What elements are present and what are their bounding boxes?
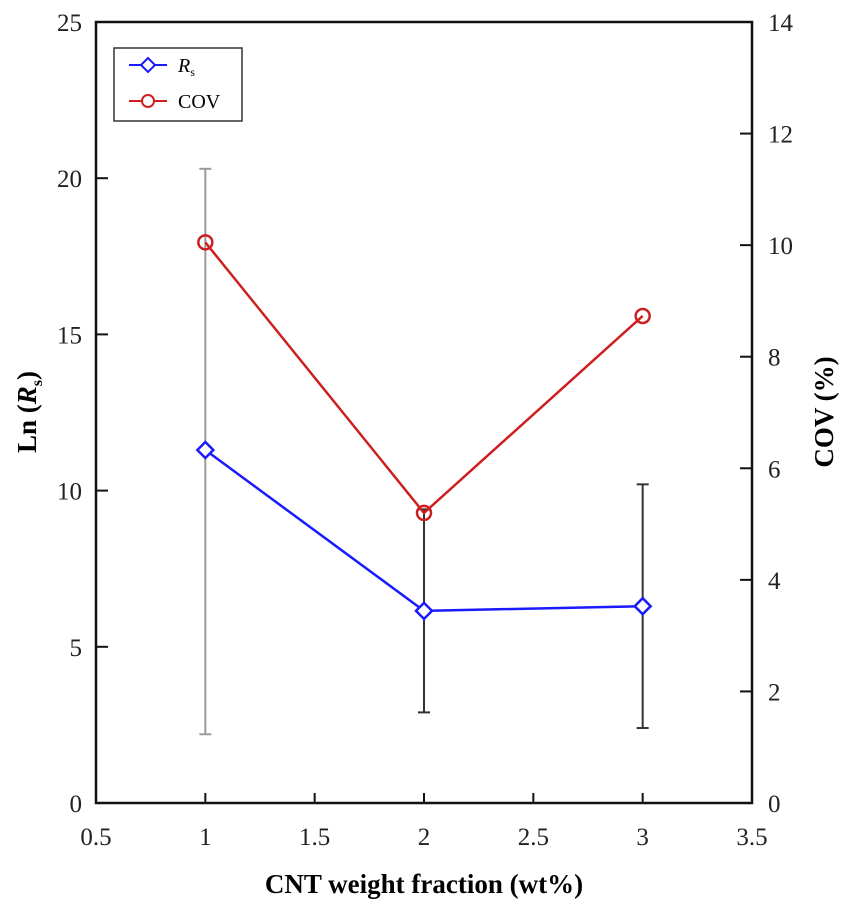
y-right-tick-label: 12 (768, 122, 793, 149)
data-point-rs (632, 596, 653, 616)
legend-cov-circle-icon (141, 94, 155, 108)
legend-rs-diamond-icon (139, 56, 157, 74)
y-left-tick-label: 15 (57, 322, 82, 349)
data-point-rs (195, 440, 216, 460)
y-left-tick-label: 10 (57, 479, 82, 506)
y-right-tick-label: 2 (768, 679, 781, 706)
x-tick-label: 1.5 (299, 824, 330, 851)
legend-cov-label: COV (178, 91, 221, 113)
y-right-tick-label: 6 (768, 456, 781, 483)
x-tick-label: 2 (418, 824, 431, 851)
x-tick-label: 3.5 (736, 824, 767, 851)
y-right-tick-label: 0 (768, 791, 781, 818)
y-left-tick-label: 20 (57, 166, 82, 193)
data-point-cov (415, 504, 433, 522)
series-line-cov (204, 241, 644, 515)
y-axis-right-label: COV (%) (809, 356, 839, 467)
x-tick-label: 0.5 (80, 824, 111, 851)
x-tick-label: 2.5 (518, 824, 549, 851)
x-axis-label: CNT weight fraction (wt%) (265, 869, 583, 899)
y-right-tick-label: 4 (768, 568, 781, 595)
y-left-tick-label: 25 (57, 10, 82, 37)
y-right-tick-label: 8 (768, 345, 781, 372)
y-left-tick-label: 0 (70, 791, 83, 818)
data-point-cov (197, 234, 214, 251)
data-point-cov (634, 307, 651, 325)
legend: Rs COV (113, 47, 243, 122)
x-tick-label: 3 (636, 824, 649, 851)
y-right-tick-label: 14 (768, 10, 794, 37)
y-right-tick-label: 10 (768, 233, 793, 260)
legend-box (113, 47, 243, 122)
data-point-rs (414, 601, 434, 621)
legend-rs-label: Rs (177, 55, 195, 79)
x-tick-label: 1 (199, 824, 212, 851)
y-left-tick-label: 5 (70, 635, 83, 662)
y-axis-left-label: Ln (Rs) (12, 371, 46, 453)
